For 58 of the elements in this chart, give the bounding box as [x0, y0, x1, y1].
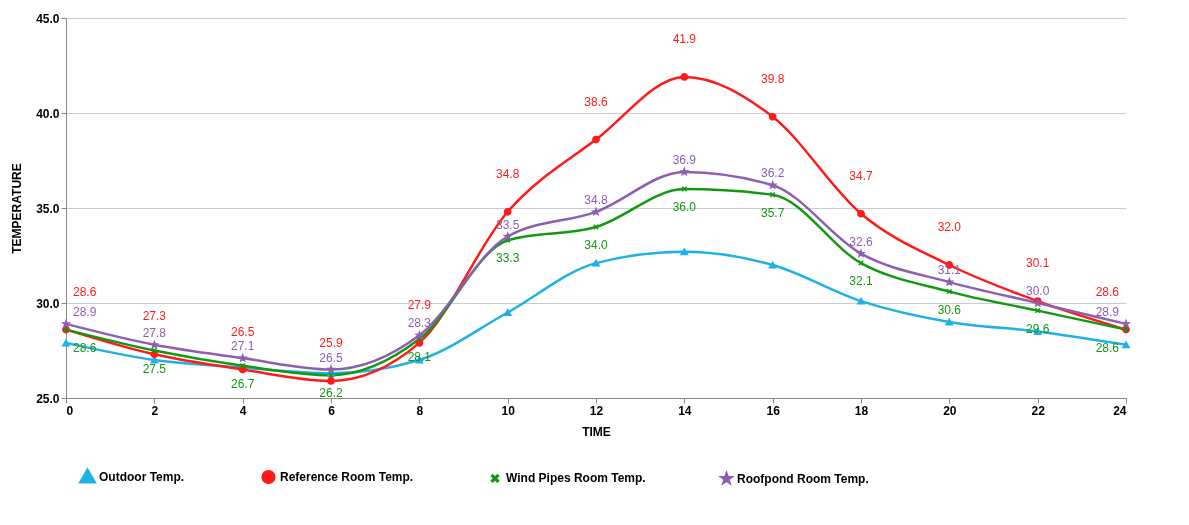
data-label: 26.5	[319, 350, 343, 365]
y-tick-label: 45.0	[36, 11, 60, 26]
y-tick-label: 25.0	[36, 391, 60, 406]
x-tick-label: 8	[416, 403, 424, 418]
legend-label: Roofpond Room Temp.	[737, 471, 869, 486]
data-label: 27.3	[142, 309, 167, 324]
data-label: 28.9	[73, 304, 97, 319]
data-label: 32.0	[937, 220, 962, 234]
data-label: 34.0	[584, 238, 608, 252]
data-label: 25.9	[319, 335, 343, 350]
data-label: 27.5	[142, 361, 167, 376]
data-label: 36.0	[672, 200, 697, 214]
data-label: 32.6	[849, 234, 873, 249]
x-tick-label: 14	[678, 403, 692, 418]
data-label: 32.1	[849, 274, 873, 289]
x-tick-label: 18	[854, 403, 869, 418]
data-label: 28.6	[73, 284, 97, 299]
x-tick-label: 20	[943, 403, 957, 418]
data-label: 39.8	[760, 71, 785, 86]
x-tick-label: 16	[766, 403, 781, 418]
data-label: 27.9	[407, 297, 432, 312]
x-tick-label: 12	[589, 403, 604, 418]
data-label: 36.9	[672, 152, 697, 167]
data-label: 26.2	[319, 386, 343, 401]
data-label: 41.9	[672, 31, 697, 46]
data-label: 27.8	[142, 325, 167, 340]
data-label: 28.6	[1095, 340, 1120, 355]
data-label: 34.8	[584, 192, 608, 207]
data-label: 36.2	[760, 166, 785, 181]
data-label: 28.3	[407, 316, 432, 331]
data-label: 30.6	[937, 302, 962, 317]
data-label: 34.8	[495, 166, 520, 181]
legend-label: Outdoor Temp.	[99, 469, 185, 484]
x-tick-label: 22	[1031, 403, 1046, 418]
data-label: 26.7	[230, 376, 255, 391]
legend-label: Wind Pipes Room Temp.	[506, 471, 646, 486]
x-tick-label: 6	[328, 403, 336, 418]
x-tick-label: 4	[239, 403, 247, 418]
legend-label: Reference Room Temp.	[280, 470, 414, 485]
y-axis-title: TEMPERATURE	[10, 163, 25, 254]
data-label: 38.6	[584, 94, 608, 109]
data-label: 28.9	[1095, 304, 1120, 319]
data-label: 34.7	[849, 168, 873, 183]
x-axis-title: TIME	[582, 424, 611, 439]
x-tick-label: 24	[1113, 403, 1127, 418]
data-label: 30.0	[1025, 284, 1050, 298]
x-tick-label: 0	[66, 403, 74, 418]
x-tick-label: 2	[151, 403, 159, 418]
data-label: 33.3	[495, 251, 520, 266]
data-label: 27.1	[230, 339, 255, 354]
data-label: 35.7	[760, 205, 785, 220]
x-tick-label: 10	[501, 403, 516, 418]
y-tick-label: 35.0	[36, 201, 60, 216]
y-tick-label: 40.0	[36, 106, 60, 121]
data-label: 30.1	[1025, 256, 1050, 271]
data-label: 28.6	[1095, 284, 1120, 299]
y-tick-label: 30.0	[36, 296, 60, 311]
data-label: 26.5	[230, 324, 255, 339]
